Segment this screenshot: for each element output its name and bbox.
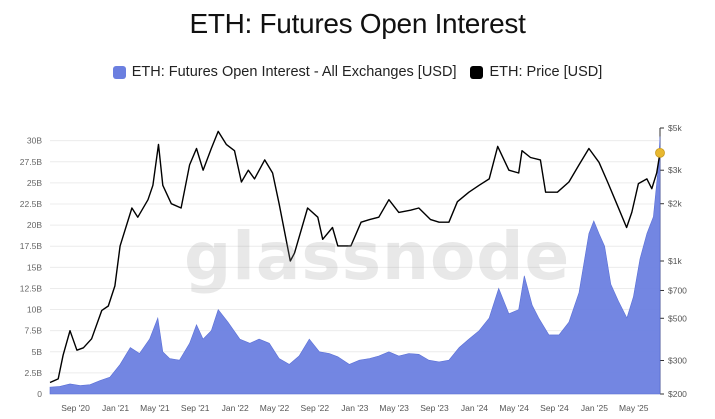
y-left-tick-label: 5B bbox=[32, 347, 43, 357]
price-line bbox=[49, 130, 661, 384]
y-right-tick-label: $300 bbox=[668, 355, 687, 365]
legend-swatch-price bbox=[470, 65, 484, 79]
x-tick-label: Sep '21 bbox=[181, 403, 210, 413]
y-left-tick-label: 2.5B bbox=[25, 368, 43, 378]
y-right-tick-label: $700 bbox=[668, 285, 687, 295]
y-left-tick-label: 7.5B bbox=[25, 326, 43, 336]
y-right-tick-label: $500 bbox=[668, 313, 687, 323]
open-interest-area bbox=[49, 136, 661, 395]
x-tick-label: May '24 bbox=[499, 403, 529, 413]
x-tick-label: May '22 bbox=[260, 403, 290, 413]
y-left-tick-label: 17.5B bbox=[20, 241, 43, 251]
legend-item-price[interactable]: ETH: Price [USD] bbox=[470, 64, 602, 80]
legend-label-open-interest: ETH: Futures Open Interest - All Exchang… bbox=[131, 64, 457, 80]
chart-title: ETH: Futures Open Interest bbox=[189, 8, 526, 39]
y-left-tick-label: 22.5B bbox=[20, 199, 43, 209]
y-right-tick-label: $5k bbox=[668, 123, 682, 133]
x-tick-label: Sep '24 bbox=[540, 403, 569, 413]
x-tick-label: May '21 bbox=[140, 403, 170, 413]
y-left-tick-label: 10B bbox=[27, 305, 42, 315]
x-tick-label: Jan '25 bbox=[581, 403, 608, 413]
x-tick-label: May '25 bbox=[619, 403, 649, 413]
x-tick-label: Sep '20 bbox=[61, 403, 90, 413]
legend-item-open-interest[interactable]: ETH: Futures Open Interest - All Exchang… bbox=[112, 64, 457, 80]
x-tick-label: Jan '22 bbox=[222, 403, 249, 413]
y-left-tick-label: 27.5B bbox=[20, 157, 43, 167]
y-right-tick-label: $2k bbox=[668, 199, 682, 209]
y-left-tick-label: 12.5B bbox=[20, 283, 43, 293]
y-right-tick-label: $200 bbox=[668, 389, 687, 399]
y-right-tick-label: $1k bbox=[668, 256, 682, 266]
x-tick-label: Jan '24 bbox=[461, 403, 488, 413]
x-tick-label: Jan '23 bbox=[341, 403, 368, 413]
y-left-tick-label: 25B bbox=[27, 178, 42, 188]
x-tick-label: Jan '21 bbox=[102, 403, 129, 413]
x-tick-label: Sep '23 bbox=[420, 403, 449, 413]
y-left-tick-label: 0 bbox=[37, 389, 42, 399]
y-left-tick-label: 30B bbox=[27, 136, 42, 146]
y-left-tick-label: 15B bbox=[27, 262, 42, 272]
x-tick-label: Sep '22 bbox=[301, 403, 330, 413]
y-left-tick-label: 20B bbox=[27, 220, 42, 230]
latest-price-marker bbox=[655, 147, 665, 158]
chart-legend: ETH: Futures Open Interest - All Exchang… bbox=[0, 64, 715, 80]
legend-label-price: ETH: Price [USD] bbox=[489, 64, 603, 80]
legend-swatch-open-interest bbox=[112, 65, 126, 79]
x-tick-label: May '23 bbox=[379, 403, 409, 413]
y-right-tick-label: $3k bbox=[668, 165, 682, 175]
